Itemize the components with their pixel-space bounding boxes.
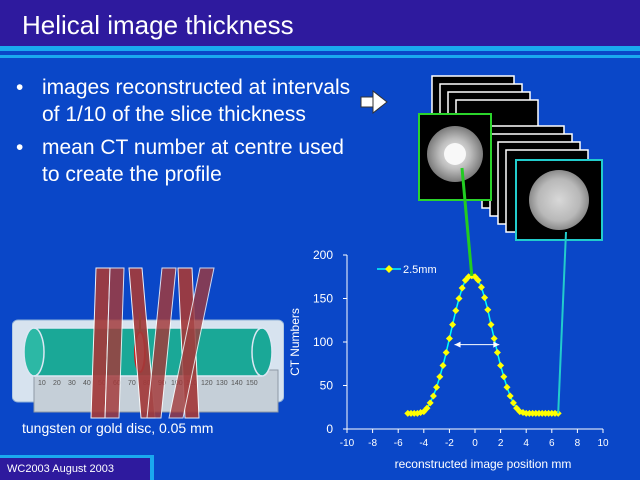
bullet-dot: • — [16, 76, 24, 99]
footer-box: WC2003 August 2003 — [0, 455, 154, 480]
x-tick-label: -2 — [445, 438, 454, 449]
data-point — [426, 399, 434, 407]
y-tick-label: 100 — [313, 335, 333, 349]
title-underline-thick — [0, 46, 640, 51]
data-point — [429, 392, 437, 400]
title-bar: Helical image thickness — [0, 0, 640, 46]
svg-text:140: 140 — [231, 380, 243, 387]
svg-text:20: 20 — [53, 380, 61, 387]
bullet-item: • mean CT number at centre used to creat… — [16, 134, 361, 188]
data-point — [481, 294, 489, 302]
bullet-text: images reconstructed at intervals of 1/1… — [42, 76, 351, 126]
svg-text:120: 120 — [201, 380, 213, 387]
data-point — [503, 383, 511, 391]
data-point — [423, 404, 431, 412]
chart-legend: 2.5mm — [377, 264, 437, 276]
data-point — [458, 284, 466, 292]
chart-ticks: -10 -8 -6 -4 -2 0 2 4 6 8 10050100150200reconstruc… — [288, 248, 609, 471]
x-axis-label: reconstructed image position mm — [395, 457, 572, 471]
bullet-item: • images reconstructed at intervals of 1… — [16, 74, 361, 128]
svg-text:10: 10 — [38, 380, 46, 387]
data-point — [484, 306, 492, 314]
phantom-caption: tungsten or gold disc, 0.05 mm — [22, 420, 214, 436]
data-point — [493, 348, 501, 356]
bullet-list: • images reconstructed at intervals of 1… — [16, 74, 361, 194]
x-tick-label: 4 — [523, 438, 529, 449]
x-tick-label: -8 — [368, 438, 377, 449]
data-point — [436, 373, 444, 381]
svg-text:130: 130 — [216, 380, 228, 387]
width-arrow-head-right — [493, 341, 500, 348]
legend-label: 2.5mm — [403, 264, 437, 276]
phantom-image: 10 20 30 40 50 60 70 80 90 100 110 120 1… — [12, 267, 284, 419]
data-point — [509, 399, 517, 407]
ct-slice-stack — [418, 75, 603, 241]
x-tick-label: 0 — [472, 438, 478, 449]
slice-bars — [90, 267, 215, 419]
slide-title: Helical image thickness — [22, 10, 294, 40]
x-tick-label: -10 — [340, 438, 355, 449]
x-tick-label: 2 — [498, 438, 504, 449]
data-point — [506, 392, 514, 400]
svg-text:70: 70 — [128, 380, 136, 387]
data-point — [490, 335, 498, 343]
bullet-dot: • — [16, 136, 24, 159]
data-point — [474, 276, 482, 284]
y-tick-label: 50 — [320, 379, 334, 393]
title-underline-thin — [0, 55, 640, 58]
arrow-right-icon — [360, 90, 388, 114]
front-slice-a — [418, 113, 492, 201]
chart-extras — [454, 341, 500, 348]
footer-text: WC2003 August 2003 — [7, 463, 115, 475]
bullet-text: mean CT number at centre used to create … — [42, 136, 344, 186]
data-point — [487, 321, 495, 329]
data-point — [449, 321, 457, 329]
ct-profile-chart: -10 -8 -6 -4 -2 0 2 4 6 8 10050100150200reconstruc… — [288, 248, 609, 471]
y-axis-label: CT Numbers — [288, 308, 302, 376]
data-point — [439, 361, 447, 369]
x-tick-label: 10 — [597, 438, 609, 449]
data-point — [500, 373, 508, 381]
front-slice-b — [515, 159, 603, 241]
x-tick-label: 8 — [575, 438, 581, 449]
data-point — [477, 283, 485, 291]
x-tick-label: 6 — [549, 438, 555, 449]
data-point — [442, 348, 450, 356]
y-tick-label: 200 — [313, 248, 333, 262]
x-tick-label: -6 — [394, 438, 403, 449]
width-arrow-head-left — [454, 341, 461, 348]
svg-text:30: 30 — [68, 380, 76, 387]
data-point — [497, 361, 505, 369]
data-point — [433, 383, 441, 391]
y-tick-label: 0 — [326, 422, 333, 436]
svg-text:150: 150 — [246, 380, 258, 387]
data-point — [445, 335, 453, 343]
data-point — [455, 295, 463, 302]
data-point — [452, 307, 460, 315]
svg-text:40: 40 — [83, 380, 91, 387]
chart-axes — [346, 255, 603, 430]
legend-marker — [385, 265, 393, 273]
y-tick-label: 150 — [313, 292, 333, 306]
x-tick-label: -4 — [419, 438, 428, 449]
